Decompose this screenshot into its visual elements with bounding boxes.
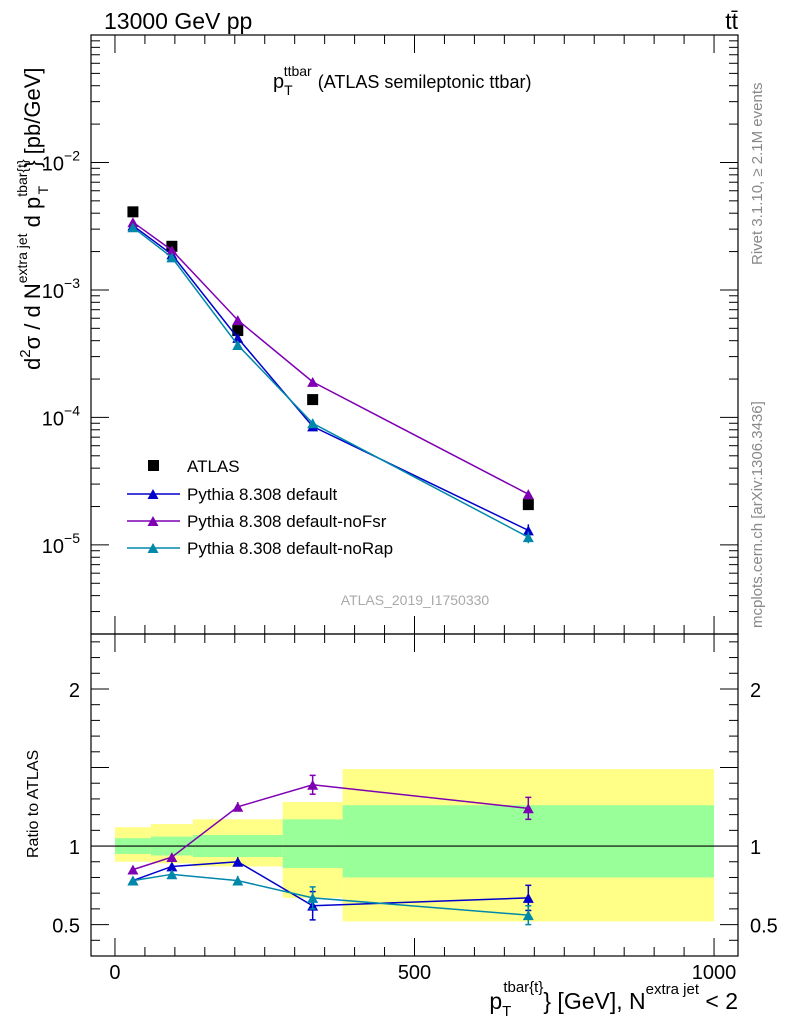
plot-title: pTttbar(ATLAS semileptonic ttbar) — [273, 63, 531, 98]
y-tick-label-exp: −5 — [64, 530, 80, 546]
ratio-marker-noRap — [307, 892, 319, 903]
y-tick-label-ratio: 1 — [69, 837, 80, 859]
marker-noRap — [307, 418, 319, 429]
y-tick-label-ratio-right: 1 — [750, 837, 761, 859]
ratio-marker-noFsr — [166, 852, 178, 862]
uncertainty-band-green — [282, 819, 343, 869]
ratio-marker-default — [232, 856, 244, 867]
marker-noRap — [232, 340, 244, 350]
y-tick-label-exp: −3 — [64, 275, 80, 291]
marker-noFsr — [307, 376, 319, 387]
y-tick-label-main: 10−2 — [42, 147, 80, 175]
ratio-marker-noRap — [127, 875, 139, 886]
y-tick-label-main: 10−4 — [42, 402, 80, 430]
y-axis-label-main: d2σ / d Nextra jet d ptbar{t} T} [pb/GeV] — [14, 68, 51, 371]
y-tick-label-main: 10−3 — [42, 275, 80, 303]
legend: ATLAS Pythia 8.308 default Pythia 8.308 de… — [127, 457, 393, 558]
y-tick-label-ratio: 0.5 — [52, 916, 80, 938]
marker-noFsr — [127, 217, 139, 228]
y-tick-label-main: 10−5 — [42, 530, 80, 558]
marker-noFsr — [232, 315, 244, 326]
mcplots-label: mcplots.cern.ch [arXiv:1306.3436] — [749, 401, 766, 628]
series-line-noFsr — [132, 221, 529, 495]
legend-label: ATLAS — [187, 457, 240, 476]
marker-noFsr — [166, 245, 178, 256]
analysis-label: ATLAS_2019_I1750330 — [341, 592, 490, 608]
data-point-atlas — [307, 394, 319, 406]
y-tick-label-base: 10 — [42, 153, 64, 175]
rivet-version-label: Rivet 3.1.10, ≥ 2.1M events — [749, 83, 766, 266]
legend-label: Pythia 8.308 default-noFsr — [187, 512, 387, 531]
x-tick-label: 1000 — [692, 962, 737, 984]
marker-noFsr — [522, 489, 534, 500]
marker-noRap — [522, 532, 534, 543]
ratio-panel: 0.5 0.5 1 1 2 2 0 500 1000 Ratio to ATLAS — [25, 633, 778, 984]
y-axis-label-ratio: Ratio to ATLAS — [25, 750, 42, 858]
ratio-marker-noFsr — [232, 801, 244, 812]
legend-label: Pythia 8.308 default — [187, 485, 338, 504]
x-tick-label: 0 — [109, 962, 120, 984]
y-tick-label-exp: −4 — [64, 402, 80, 418]
header-process-label: tt̄ — [725, 8, 738, 34]
legend-label: Pythia 8.308 default-noRap — [187, 539, 393, 558]
y-tick-label-base: 10 — [42, 536, 64, 558]
y-tick-label-base: 10 — [42, 281, 64, 303]
legend-marker-atlas — [148, 460, 159, 471]
y-tick-label-base: 10 — [42, 408, 64, 430]
y-tick-label-ratio: 2 — [69, 680, 80, 702]
ratio-marker-noRap — [166, 869, 178, 880]
ratio-marker-default — [166, 861, 178, 872]
x-tick-label: 500 — [398, 962, 431, 984]
header-collision-label: 13000 GeV pp — [104, 8, 252, 34]
data-point-atlas — [232, 325, 244, 337]
legend-marker-noFsr — [147, 516, 159, 526]
y-tick-label-exp: −2 — [64, 147, 80, 163]
x-axis-label: pTtbar{t}} [GeV], Nextra jet < 2 — [489, 979, 738, 1020]
ratio-marker-default — [522, 892, 534, 903]
ratio-panel-axes: 0.5 0.5 1 1 2 2 0 500 1000 — [52, 634, 778, 984]
y-tick-label-ratio-right: 0.5 — [750, 916, 778, 938]
marker-noRap — [127, 222, 139, 233]
main-panel: 10−510−410−310−2 pTttbar(ATLAS semilepto… — [14, 34, 739, 635]
main-panel-axes: 10−510−410−310−2 — [42, 34, 738, 635]
data-point-atlas — [522, 499, 534, 511]
marker-default — [522, 525, 534, 536]
y-tick-label-ratio-right: 2 — [750, 680, 761, 702]
data-point-atlas — [127, 206, 139, 218]
marker-noRap — [166, 252, 178, 263]
legend-marker-default — [147, 489, 159, 499]
ratio-marker-noRap — [232, 875, 244, 886]
ratio-marker-noFsr — [307, 779, 319, 790]
ratio-marker-noFsr — [127, 864, 139, 875]
legend-marker-noRap — [147, 543, 159, 553]
ratio-marker-noRap — [522, 910, 534, 921]
ratio-marker-noFsr — [522, 803, 534, 814]
